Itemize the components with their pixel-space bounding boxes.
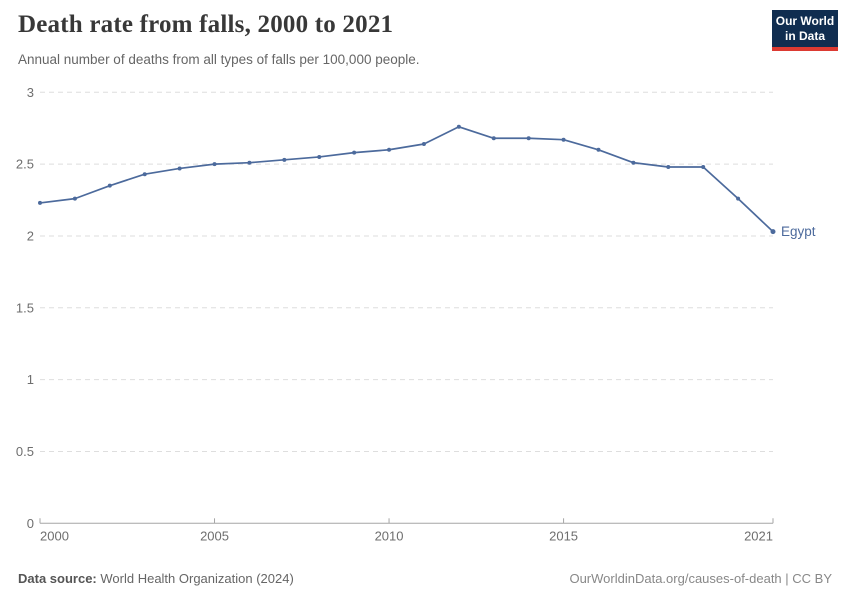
data-point[interactable] bbox=[491, 136, 496, 141]
data-point[interactable] bbox=[421, 142, 426, 147]
chart-line-egypt[interactable] bbox=[39, 125, 774, 233]
data-point[interactable] bbox=[317, 154, 322, 159]
x-tick-label: 2010 bbox=[375, 528, 404, 543]
x-tick-label: 2015 bbox=[549, 528, 578, 543]
data-point[interactable] bbox=[631, 160, 636, 165]
y-tick-label: 3 bbox=[27, 85, 34, 100]
owid-logo-line2: in Data bbox=[784, 28, 825, 43]
owid-logo[interactable]: Our World in Data bbox=[772, 10, 838, 51]
data-point[interactable] bbox=[526, 136, 531, 141]
y-tick-label: 2.5 bbox=[16, 157, 34, 172]
data-source-label: Data source: bbox=[18, 571, 97, 586]
chart-title: Death rate from falls, 2000 to 2021 bbox=[18, 11, 394, 38]
data-point[interactable] bbox=[142, 172, 147, 177]
data-point[interactable] bbox=[736, 196, 741, 201]
data-point[interactable] bbox=[72, 196, 77, 201]
data-point[interactable] bbox=[770, 229, 776, 235]
data-point[interactable] bbox=[107, 183, 112, 188]
data-point[interactable] bbox=[701, 165, 706, 170]
data-point[interactable] bbox=[247, 160, 252, 165]
data-source-value: World Health Organization (2024) bbox=[100, 571, 294, 586]
y-tick-label: 2 bbox=[27, 228, 34, 243]
x-tick-label: 2000 bbox=[40, 528, 69, 543]
data-point[interactable] bbox=[352, 150, 357, 155]
data-point[interactable] bbox=[212, 162, 217, 167]
chart-subtitle: Annual number of deaths from all types o… bbox=[18, 52, 420, 67]
y-tick-label: 1.5 bbox=[16, 300, 34, 315]
y-tick-label: 0.5 bbox=[16, 444, 34, 459]
data-point[interactable] bbox=[177, 166, 182, 171]
line-chart[interactable]: 0 0.5 1 1.5 2 2.5 3 2000 2005 2010 2015 2021 Egypt bbox=[0, 75, 850, 555]
series-end-label[interactable]: Egypt bbox=[781, 224, 816, 239]
y-tick-label: 0 bbox=[27, 516, 34, 531]
data-point[interactable] bbox=[387, 147, 392, 152]
x-tick-label: 2021 bbox=[744, 528, 773, 543]
chart-footer: Data source: World Health Organization (… bbox=[18, 571, 832, 586]
data-point[interactable] bbox=[561, 137, 566, 142]
data-point[interactable] bbox=[282, 157, 287, 162]
footer-link[interactable]: OurWorldinData.org/causes-of-death | CC … bbox=[569, 571, 832, 586]
data-point[interactable] bbox=[666, 165, 671, 170]
owid-logo-line1: Our World bbox=[775, 13, 835, 28]
data-point[interactable] bbox=[456, 124, 461, 129]
data-point[interactable] bbox=[596, 147, 601, 152]
data-point[interactable] bbox=[38, 200, 42, 205]
y-tick-label: 1 bbox=[27, 372, 34, 387]
x-tick-label: 2005 bbox=[200, 528, 229, 543]
data-source: Data source: World Health Organization (… bbox=[18, 571, 294, 586]
